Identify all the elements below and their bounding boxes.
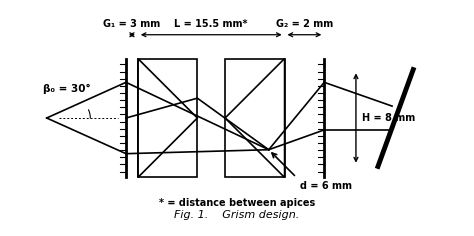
Text: β₀ = 30°: β₀ = 30°	[43, 84, 91, 94]
Text: * = distance between apices: * = distance between apices	[159, 198, 315, 208]
Text: Fig. 1.    Grism design.: Fig. 1. Grism design.	[174, 210, 300, 220]
Text: d = 6 mm: d = 6 mm	[301, 181, 353, 191]
Text: L = 15.5 mm*: L = 15.5 mm*	[174, 19, 248, 29]
Text: H = 8 mm: H = 8 mm	[362, 113, 415, 123]
Bar	[138, 59, 197, 177]
Text: G₁ = 3 mm: G₁ = 3 mm	[103, 19, 161, 29]
Bar	[225, 59, 284, 177]
Text: G₂ = 2 mm: G₂ = 2 mm	[276, 19, 333, 29]
